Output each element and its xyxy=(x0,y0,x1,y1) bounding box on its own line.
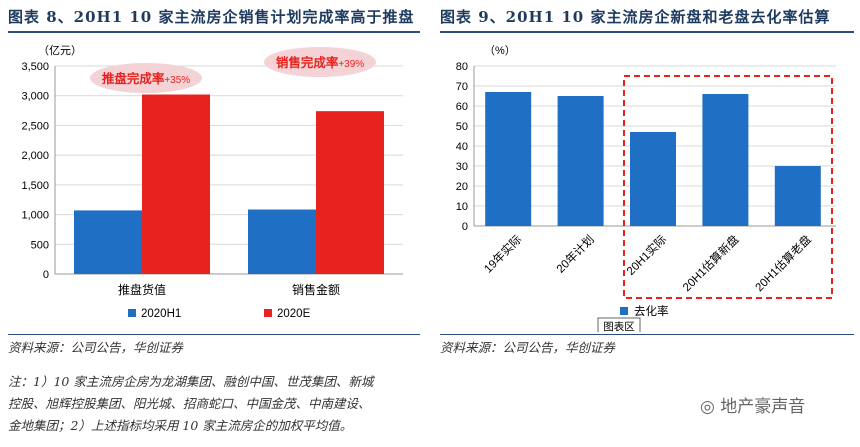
y-tick-label: 40 xyxy=(456,141,468,153)
y-tick-label: 50 xyxy=(456,121,468,133)
annotation-label: 销售完成率 xyxy=(276,55,339,70)
y-tick-label: 1,000 xyxy=(21,210,49,222)
y-tick-label: 70 xyxy=(456,81,468,93)
left-chart-title: 图表 8、20H1 10 家主流房企销售计划完成率高于推盘 xyxy=(8,8,415,26)
left-source-rule xyxy=(8,334,420,335)
x-tick-label: 20H1估算新盘 xyxy=(680,232,742,294)
legend-swatch xyxy=(128,309,136,317)
x-tick-label: 20H1实际 xyxy=(624,232,670,278)
note-line: 金地集团；2）上述指标均采用 10 家主流房企的加权平均值。 xyxy=(8,418,353,433)
y-tick-label: 500 xyxy=(31,239,49,251)
legend-label: 去化率 xyxy=(634,304,669,318)
y-tick-label: 3,000 xyxy=(21,91,49,103)
note-line: 控股、旭辉控股集团、阳光城、招商蛇口、中国金茂、中南建设、 xyxy=(8,396,371,411)
right-title-rule xyxy=(440,31,854,33)
bar-去化率 xyxy=(774,166,821,226)
tooltip-text: 图表区 xyxy=(603,320,635,332)
y-tick-label: 60 xyxy=(456,101,468,113)
legend-swatch xyxy=(620,307,628,315)
bar-去化率 xyxy=(702,94,749,226)
chart-area-tooltip: 图表区 xyxy=(597,317,641,332)
y-tick-label: 20 xyxy=(456,181,468,193)
y-unit-label: （亿元） xyxy=(38,44,82,57)
x-tick-label: 推盘货值 xyxy=(118,282,166,297)
right-source: 资料来源：公司公告，华创证券 xyxy=(440,340,616,355)
tooltip-box xyxy=(597,317,641,332)
annotation-value: +35% xyxy=(164,75,190,86)
bar-去化率 xyxy=(557,96,604,226)
y-tick-label: 0 xyxy=(462,221,468,233)
annotation-ellipse xyxy=(264,47,376,77)
annotation-bubble: 销售完成率+39% xyxy=(264,47,376,77)
legend-label: 2020H1 xyxy=(141,308,181,320)
bar-2020E xyxy=(142,94,210,274)
bar-去化率 xyxy=(485,92,532,226)
watermark: ◎ 地产豪声音 xyxy=(700,397,806,417)
bar-2020E xyxy=(316,111,384,274)
y-tick-label: 2,000 xyxy=(21,150,49,162)
bar-2020H1 xyxy=(74,210,142,274)
y-tick-label: 10 xyxy=(456,201,468,213)
left-title-rule xyxy=(8,31,420,33)
left-bar-chart[interactable]: （亿元） 0 500 1,000 1,500 2,000 2,500 3,000 3,500 推盘… xyxy=(8,36,420,332)
legend-swatch xyxy=(264,309,272,317)
annotation-value: +39% xyxy=(338,59,364,70)
bar-去化率 xyxy=(630,132,676,226)
right-chart-title: 图表 9、20H1 10 家主流房企新盘和老盘去化率估算 xyxy=(440,8,831,26)
y-tick-label: 0 xyxy=(43,269,49,281)
x-tick-label: 销售金额 xyxy=(292,282,340,297)
annotation-text: 推盘完成率+35% xyxy=(102,71,190,86)
y-unit-label: （%） xyxy=(484,44,516,57)
annotation-label: 推盘完成率 xyxy=(102,71,165,86)
y-tick-label: 3,500 xyxy=(21,61,49,73)
legend-label: 2020E xyxy=(277,308,311,320)
y-tick-label: 80 xyxy=(456,61,468,73)
annotation-text: 销售完成率+39% xyxy=(276,55,364,70)
bar-2020H1 xyxy=(248,209,316,274)
notes-block: 注：1）10 家主流房企房为龙湖集团、融创中国、世茂集团、新城 控股、旭辉控股集… xyxy=(8,371,856,437)
annotation-bubble: 推盘完成率+35% xyxy=(90,63,202,93)
note-line: 注：1）10 家主流房企房为龙湖集团、融创中国、世茂集团、新城 xyxy=(8,374,374,389)
y-tick-label: 2,500 xyxy=(21,120,49,132)
x-tick-label: 20年计划 xyxy=(553,232,596,275)
x-tick-label: 19年实际 xyxy=(481,232,524,275)
y-tick-label: 1,500 xyxy=(21,180,49,192)
left-source: 资料来源：公司公告，华创证券 xyxy=(8,340,184,355)
highlight-box xyxy=(623,75,833,299)
watermark-text: 地产豪声音 xyxy=(720,397,806,417)
x-tick-label: 20H1估算老盘 xyxy=(752,232,814,294)
y-tick-label: 30 xyxy=(456,161,468,173)
annotation-ellipse xyxy=(90,63,202,93)
right-source-rule xyxy=(440,334,854,335)
